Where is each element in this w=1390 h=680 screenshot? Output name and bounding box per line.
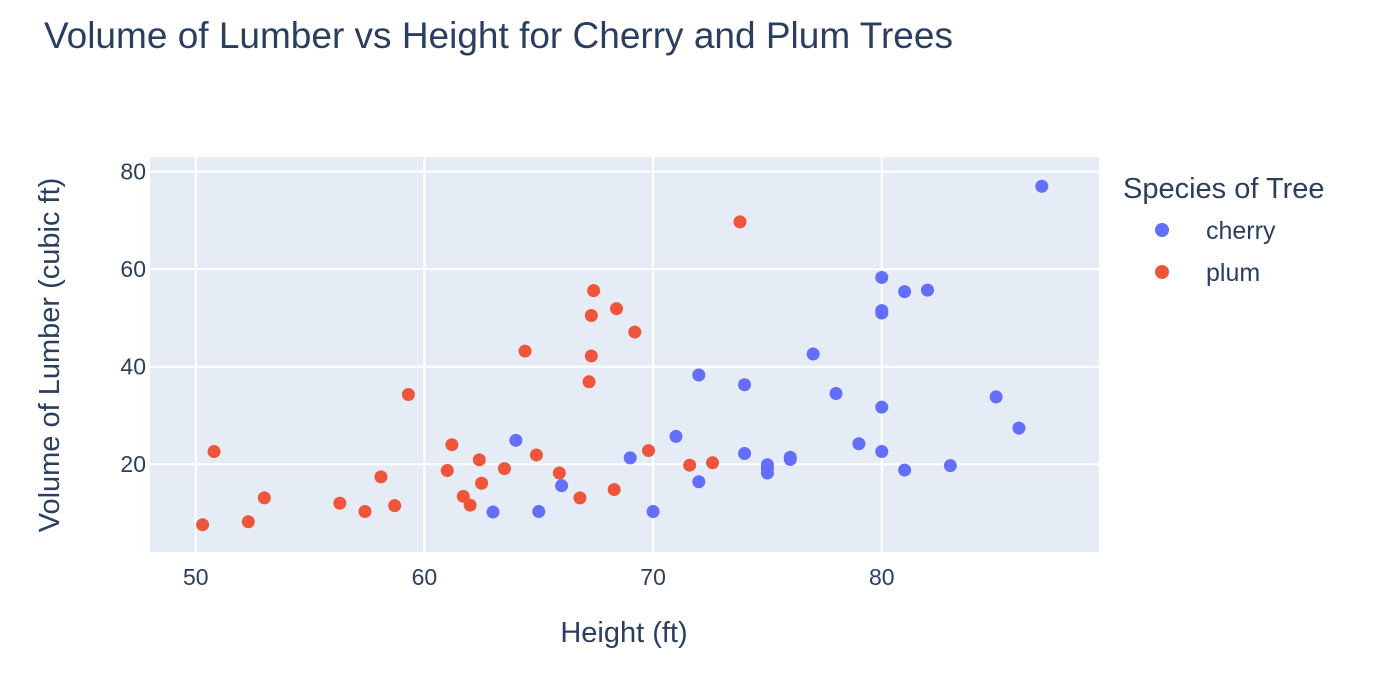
data-point-cherry[interactable] (898, 285, 912, 299)
legend-item-plum[interactable]: plum (1155, 259, 1260, 287)
data-point-cherry[interactable] (989, 390, 1003, 404)
data-points[interactable] (196, 179, 1049, 532)
data-point-cherry[interactable] (486, 505, 500, 519)
y-axis-title: Volume of Lumber (cubic ft) (34, 178, 66, 533)
data-point-plum[interactable] (683, 458, 697, 472)
data-point-cherry[interactable] (875, 445, 889, 459)
chart-title: Volume of Lumber vs Height for Cherry an… (44, 15, 953, 56)
legend-title: Species of Tree (1123, 173, 1325, 205)
y-axis-ticks: 20 40 60 80 (120, 159, 146, 478)
data-point-plum[interactable] (733, 215, 747, 229)
data-point-plum[interactable] (241, 515, 255, 529)
data-point-plum[interactable] (706, 456, 720, 470)
y-tick-label: 40 (120, 354, 146, 380)
data-point-plum[interactable] (463, 498, 477, 512)
x-tick-label: 50 (183, 564, 209, 590)
data-point-cherry[interactable] (738, 378, 752, 392)
x-tick-label: 70 (640, 564, 666, 590)
x-axis-title: Height (ft) (560, 617, 687, 649)
data-point-cherry[interactable] (920, 283, 934, 297)
legend-marker-cherry (1155, 223, 1169, 237)
data-point-plum[interactable] (388, 499, 402, 513)
x-tick-label: 60 (412, 564, 438, 590)
data-point-plum[interactable] (333, 496, 347, 510)
data-point-cherry[interactable] (738, 446, 752, 460)
data-point-cherry[interactable] (943, 459, 957, 473)
data-point-plum[interactable] (475, 476, 489, 490)
data-point-cherry[interactable] (509, 433, 523, 447)
data-point-plum[interactable] (584, 308, 598, 322)
x-axis-ticks: 50 60 70 80 (183, 564, 895, 590)
legend-marker-plum (1155, 265, 1169, 279)
data-point-cherry[interactable] (532, 505, 546, 519)
y-tick-label: 60 (120, 256, 146, 282)
data-point-plum[interactable] (374, 470, 388, 484)
data-point-cherry[interactable] (623, 451, 637, 465)
data-point-cherry[interactable] (692, 475, 706, 489)
y-tick-label: 20 (120, 451, 146, 477)
data-point-plum[interactable] (445, 438, 459, 452)
legend-label-cherry: cherry (1206, 217, 1276, 245)
data-point-plum[interactable] (472, 453, 486, 467)
data-point-plum[interactable] (196, 518, 210, 532)
data-point-cherry[interactable] (555, 479, 569, 493)
data-point-plum[interactable] (257, 491, 271, 505)
data-point-cherry[interactable] (1012, 421, 1026, 435)
data-point-plum[interactable] (587, 284, 601, 298)
data-point-plum[interactable] (518, 344, 532, 358)
legend[interactable]: Species of Tree cherry plum (1123, 173, 1325, 287)
data-point-cherry[interactable] (1035, 179, 1049, 193)
data-point-cherry[interactable] (852, 437, 866, 451)
data-point-cherry[interactable] (646, 505, 660, 519)
data-point-plum[interactable] (609, 302, 623, 316)
data-point-cherry[interactable] (875, 306, 889, 320)
data-point-cherry[interactable] (692, 368, 706, 382)
data-point-plum[interactable] (456, 489, 470, 503)
data-point-plum[interactable] (552, 466, 566, 480)
data-point-plum[interactable] (401, 387, 415, 401)
data-point-plum[interactable] (584, 349, 598, 363)
legend-item-cherry[interactable]: cherry (1155, 217, 1276, 245)
data-point-cherry[interactable] (669, 429, 683, 443)
data-point-plum[interactable] (573, 491, 587, 505)
data-point-plum[interactable] (529, 448, 543, 462)
data-point-plum[interactable] (582, 375, 596, 389)
data-point-plum[interactable] (497, 462, 511, 476)
x-tick-label: 80 (869, 564, 895, 590)
data-point-plum[interactable] (628, 325, 642, 339)
plot-background (150, 157, 1099, 552)
data-point-cherry[interactable] (829, 387, 843, 401)
data-point-cherry[interactable] (898, 463, 912, 477)
data-point-cherry[interactable] (875, 270, 889, 284)
data-point-cherry[interactable] (783, 450, 797, 464)
grid-lines (150, 157, 1099, 552)
data-point-plum[interactable] (207, 445, 221, 459)
y-tick-label: 80 (120, 159, 146, 185)
legend-label-plum: plum (1206, 259, 1260, 287)
data-point-plum[interactable] (642, 444, 656, 458)
data-point-cherry[interactable] (760, 462, 774, 476)
data-point-plum[interactable] (607, 483, 621, 497)
data-point-plum[interactable] (358, 505, 372, 519)
data-point-cherry[interactable] (875, 400, 889, 414)
data-point-plum[interactable] (440, 464, 454, 478)
data-point-cherry[interactable] (806, 347, 820, 361)
